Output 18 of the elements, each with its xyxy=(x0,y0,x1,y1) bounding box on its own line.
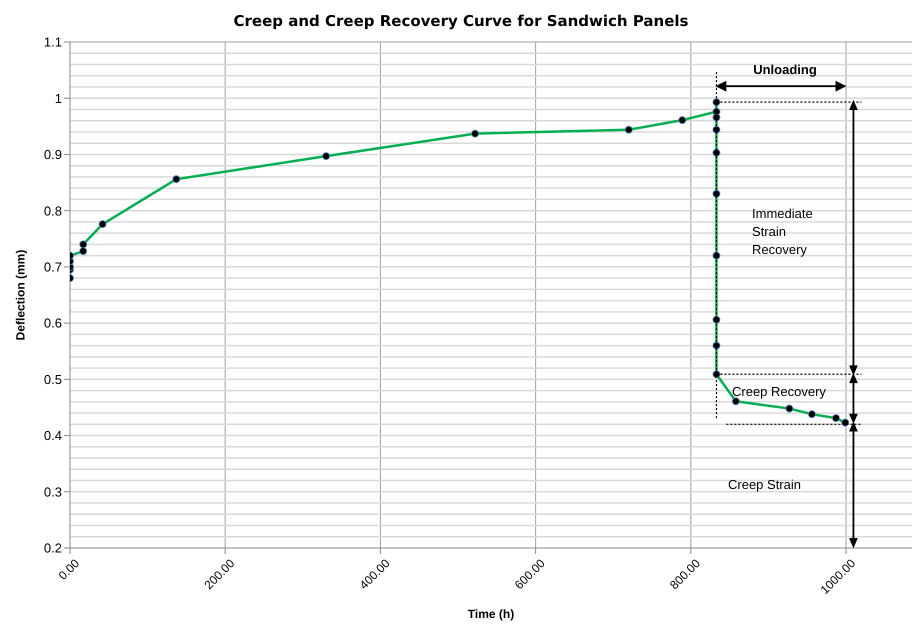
y-tick-label: 0.5 xyxy=(44,372,62,387)
annotation: Unloading xyxy=(753,62,817,77)
x-tick-label: 0.00 xyxy=(56,556,82,583)
y-tick-label: 1.1 xyxy=(44,34,62,50)
y-tick-label: 0.7 xyxy=(44,260,62,275)
annotation: Creep Strain xyxy=(728,477,801,492)
y-tick-label: 0.2 xyxy=(44,540,62,556)
y-tick-label: 0.9 xyxy=(44,147,62,162)
y-axis-title: Deflection (mm) xyxy=(13,250,28,340)
annotation: Creep Recovery xyxy=(732,384,826,399)
y-tick-label: 0.8 xyxy=(44,203,62,218)
y-tick-label: 0.6 xyxy=(44,316,62,331)
chart-title: Creep and Creep Recovery Curve for Sandwich Panels xyxy=(232,12,690,30)
annotation: Immediate Strain Recovery xyxy=(752,206,813,257)
y-tick-label: 0.3 xyxy=(44,484,62,500)
y-tick-label: 0.4 xyxy=(44,428,62,444)
y-tick-label: 1 xyxy=(54,90,62,106)
x-axis-title: Time (h) xyxy=(468,607,514,621)
